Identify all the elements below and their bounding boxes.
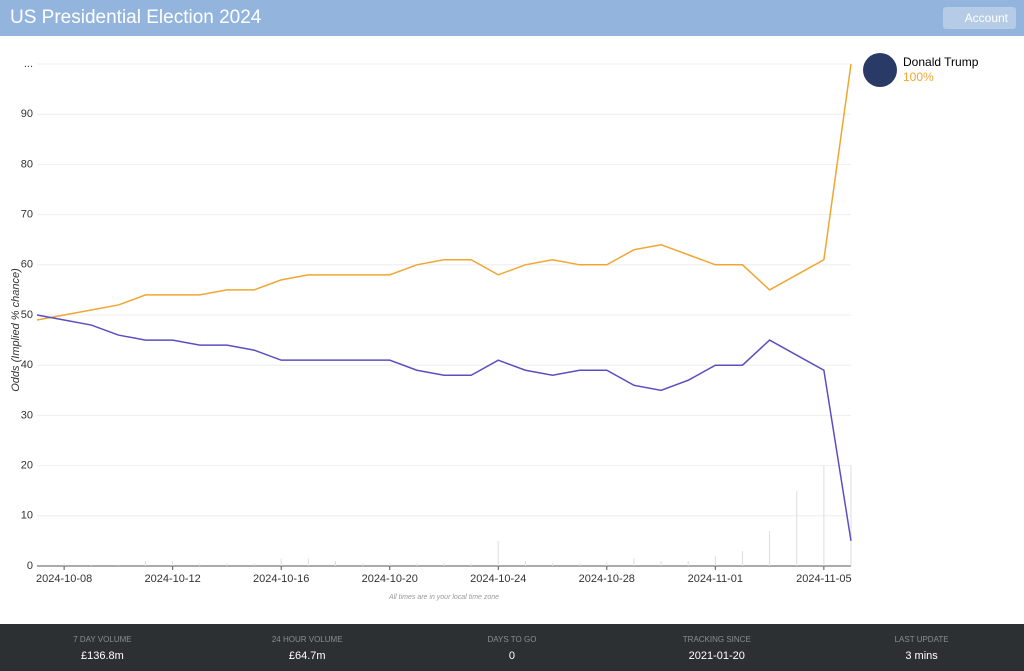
stat-value: 3 mins	[905, 650, 938, 662]
volume-bar	[172, 560, 174, 566]
x-tick-label: 2024-10-16	[253, 573, 309, 585]
y-axis-label: Odds (Implied % chance)	[10, 268, 22, 392]
legend-name: Donald Trump	[903, 55, 979, 69]
volume-bar	[389, 563, 391, 566]
stat-value: £64.7m	[288, 650, 326, 662]
title: US Presidential Election 2024	[10, 7, 262, 28]
y-tick-label: 20	[21, 460, 33, 472]
volume-bar	[226, 563, 228, 566]
y-tick-label: 80	[21, 158, 33, 170]
volume-bar	[63, 563, 65, 566]
chart: Odds (Implied % chance) All times are in…	[10, 53, 979, 601]
y-tick-label: ...	[24, 58, 33, 70]
volume-bar	[253, 563, 255, 566]
stat: LAST UPDATE 3 mins	[819, 624, 1024, 671]
volume-bar	[769, 530, 771, 566]
volume-bar	[823, 465, 825, 566]
volume-bar	[850, 465, 852, 566]
x-tick-label: 2024-10-24	[470, 573, 526, 585]
volume-bar	[633, 558, 635, 566]
volume-bar	[687, 560, 689, 566]
y-tick-label: 0	[27, 560, 33, 572]
stat-value: £136.8m	[80, 650, 124, 662]
stat-value: 0	[508, 650, 516, 662]
y-tick-label: 90	[21, 108, 33, 120]
legend-value: 100%	[903, 70, 934, 84]
volume-bar	[796, 490, 798, 566]
volume-bar	[470, 563, 472, 566]
x-tick-label: 2024-10-12	[145, 573, 201, 585]
volume-bar	[497, 540, 499, 566]
footer: 7 DAY VOLUME £136.8m 24 HOUR VOLUME £64.7m D…	[0, 624, 1024, 671]
stat-label: DAYS TO GO	[487, 635, 537, 644]
volume-bar	[524, 560, 526, 566]
stat: 7 DAY VOLUME £136.8m	[0, 624, 205, 671]
stat-label: TRACKING SINCE	[682, 635, 751, 644]
note: All times are in your local time zone	[388, 594, 499, 601]
stat: 24 HOUR VOLUME £64.7m	[205, 624, 410, 671]
volume-bar	[443, 563, 445, 566]
volume-bar	[90, 564, 92, 566]
y-tick-label: 40	[21, 359, 33, 371]
stat: TRACKING SINCE 2021-01-20	[614, 624, 819, 671]
stat-label: LAST UPDATE	[894, 635, 949, 644]
x-tick-label: 2024-10-28	[579, 573, 635, 585]
stat-label: 24 HOUR VOLUME	[271, 635, 343, 644]
y-tick-label: 30	[21, 409, 33, 421]
volume-bar	[117, 564, 119, 566]
volume-bar	[741, 550, 743, 566]
x-tick-label: 2024-11-05	[796, 573, 851, 585]
volume-bar	[307, 558, 309, 566]
volume-bar	[552, 563, 554, 566]
volume-bar	[714, 555, 716, 566]
stat: DAYS TO GO 0	[410, 624, 615, 671]
stat-label: 7 DAY VOLUME	[73, 635, 132, 644]
account-button[interactable]: Account	[942, 7, 1016, 29]
y-tick-label: 70	[21, 209, 33, 221]
volume-bar	[280, 558, 282, 566]
volume-bar	[334, 560, 336, 566]
y-tick-label: 50	[21, 309, 33, 321]
line-series	[36, 314, 852, 542]
y-tick-label: 10	[21, 510, 33, 522]
volume-bar	[606, 563, 608, 566]
volume-bar	[362, 563, 364, 566]
volume-bar	[416, 563, 418, 566]
x-tick-label: 2024-10-08	[36, 573, 92, 585]
line-series	[36, 63, 852, 321]
header: US Presidential Election 2024 Account	[0, 0, 1024, 36]
x-tick-label: 2024-10-20	[362, 573, 418, 585]
y-tick-label: 60	[21, 259, 33, 271]
volume-bar	[145, 560, 147, 566]
avatar	[863, 53, 897, 87]
volume-bar	[660, 560, 662, 566]
stat-value: 2021-01-20	[688, 650, 745, 662]
x-tick-label: 2024-11-01	[688, 573, 743, 585]
volume-bar	[579, 563, 581, 566]
volume-bar	[199, 563, 201, 566]
